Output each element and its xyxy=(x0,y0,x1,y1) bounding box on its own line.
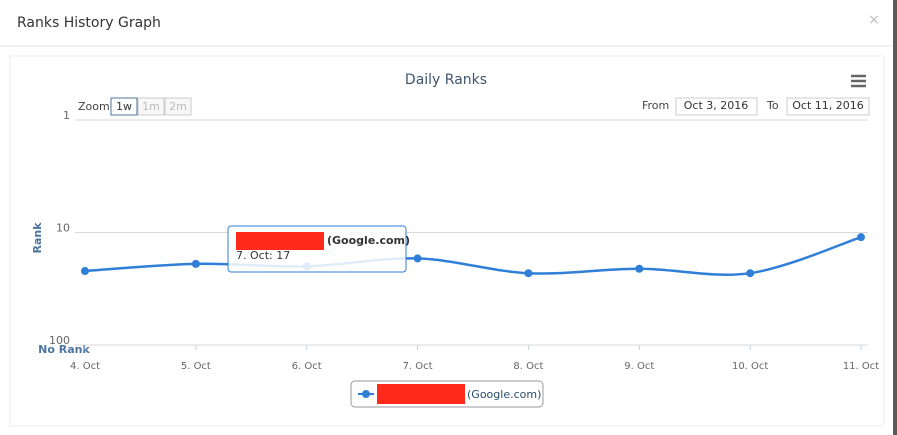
chart-panel xyxy=(9,55,885,427)
y-axis-title: Rank xyxy=(31,222,44,254)
x-tick-label: 8. Oct xyxy=(513,361,543,372)
y-bottom-label: No Rank xyxy=(38,343,90,356)
x-tick-label: 11. Oct xyxy=(843,361,879,372)
point[interactable] xyxy=(191,259,200,268)
legend-marker xyxy=(362,390,370,398)
x-tick-label: 5. Oct xyxy=(181,361,211,372)
chart-title: Daily Ranks xyxy=(405,72,487,88)
from-label: From xyxy=(642,99,669,112)
point[interactable] xyxy=(413,254,422,263)
tooltip-text: 7. Oct: 17 xyxy=(236,249,290,262)
from-value[interactable]: Oct 3, 2016 xyxy=(684,99,749,112)
redacted xyxy=(377,384,465,404)
y-tick-label: 100 xyxy=(49,334,70,347)
from-input[interactable] xyxy=(675,97,758,116)
tooltip-series: (Google.com) xyxy=(327,234,410,247)
zoom-button[interactable] xyxy=(164,97,192,116)
zoom-button[interactable] xyxy=(137,97,165,116)
point[interactable] xyxy=(746,269,755,278)
to-label: To xyxy=(766,99,779,112)
zoom-label: Zoom xyxy=(78,100,110,113)
menu-icon[interactable] xyxy=(851,74,866,88)
backdrop xyxy=(893,0,897,435)
zoom-button-label[interactable]: 1w xyxy=(116,100,132,113)
series-line xyxy=(84,235,862,276)
y-tick-label: 10 xyxy=(56,222,70,235)
zoom-button[interactable] xyxy=(110,97,138,116)
point[interactable] xyxy=(857,233,865,242)
y-tick-label: 1 xyxy=(63,109,70,122)
x-tick-label: 6. Oct xyxy=(292,361,322,372)
x-tick-label: 4. Oct xyxy=(70,361,100,372)
to-value[interactable]: Oct 11, 2016 xyxy=(792,99,864,112)
redacted xyxy=(236,232,324,250)
x-tick-label: 10. Oct xyxy=(732,361,768,372)
modal-title: Ranks History Graph xyxy=(17,15,161,31)
zoom-button-label[interactable]: 2m xyxy=(169,100,187,113)
point[interactable] xyxy=(524,269,533,278)
point[interactable] xyxy=(81,267,89,276)
zoom-button-label[interactable]: 1m xyxy=(142,100,160,113)
point[interactable] xyxy=(635,264,644,273)
to-input[interactable] xyxy=(786,97,870,116)
x-tick-label: 9. Oct xyxy=(624,361,654,372)
legend-label[interactable]: (Google.com) xyxy=(467,388,541,401)
close-button[interactable]: × xyxy=(868,12,880,28)
x-tick-label: 7. Oct xyxy=(403,361,433,372)
